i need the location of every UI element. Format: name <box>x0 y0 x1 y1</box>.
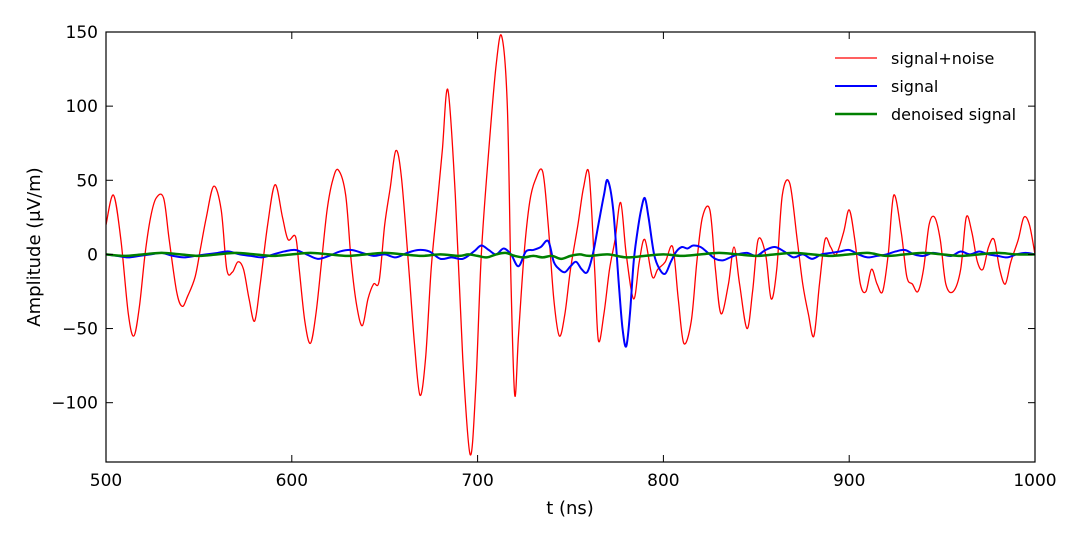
x-tick-label: 500 <box>90 471 122 491</box>
y-tick-label: −100 <box>51 394 98 414</box>
y-tick-label: 0 <box>87 245 98 265</box>
legend: signal+noise signal denoised signal <box>835 49 1016 124</box>
x-tick-label: 800 <box>647 471 679 491</box>
series-line-signal-noise <box>106 34 1035 456</box>
legend-label: denoised signal <box>891 105 1016 124</box>
y-tick-label: 50 <box>76 171 98 191</box>
plot-area <box>106 32 1035 462</box>
y-tick-label: 150 <box>66 23 98 43</box>
legend-label: signal+noise <box>891 49 994 68</box>
x-axis-label: t (ns) <box>546 498 594 519</box>
x-tick-label: 900 <box>833 471 865 491</box>
y-axis-label: Amplitude (μV/m) <box>24 167 45 326</box>
x-tick-label: 600 <box>276 471 308 491</box>
y-tick-label: −50 <box>62 320 98 340</box>
series-layer <box>106 34 1035 456</box>
x-tick-label: 700 <box>461 471 493 491</box>
plot-frame <box>105 31 1036 463</box>
legend-label: signal <box>891 77 938 96</box>
y-tick-label: 100 <box>66 97 98 117</box>
series-line-signal <box>106 178 1035 348</box>
series-line-denoised-signal <box>106 251 1035 261</box>
x-tick-label: 1000 <box>1013 471 1056 491</box>
